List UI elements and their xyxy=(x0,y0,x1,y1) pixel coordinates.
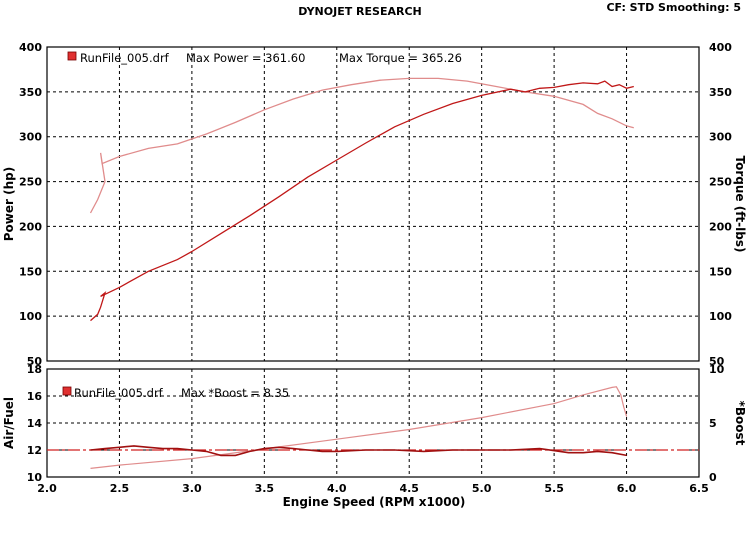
boost-tick-label: 10 xyxy=(709,363,725,376)
power-torque-plot-area xyxy=(46,46,700,362)
max-boost-label: Max *Boost = 8.35 xyxy=(181,386,289,400)
power-legend-file: RunFile_005.drf xyxy=(80,51,170,65)
boost-legend-swatch xyxy=(62,386,72,396)
torque-tick-label: 200 xyxy=(709,220,732,233)
airfuel-tick-label: 16 xyxy=(27,390,43,403)
torque-series-line xyxy=(89,77,634,214)
x-tick-label: 3.5 xyxy=(255,482,275,495)
power-tick-label: 150 xyxy=(19,265,42,278)
x-tick-label: 5.0 xyxy=(472,482,492,495)
x-tick-label: 2.0 xyxy=(37,482,57,495)
rpm-axis-title: Engine Speed (RPM x1000) xyxy=(283,495,466,509)
power-tick-label: 200 xyxy=(19,220,42,233)
airfuel-axis-ticks: 18 16 14 12 10 xyxy=(27,363,43,484)
boost-legend-file: RunFile_005.drf xyxy=(74,386,164,400)
airfuel-series-line xyxy=(90,445,627,457)
max-torque-label: Max Torque = 365.26 xyxy=(339,51,462,65)
torque-tick-label: 350 xyxy=(709,86,732,99)
x-tick-label: 2.5 xyxy=(110,482,130,495)
rpm-axis-ticks: 2.0 2.5 3.0 3.5 4.0 4.5 5.0 5.5 6.0 6.5 xyxy=(37,482,709,495)
power-tick-label: 250 xyxy=(19,176,42,189)
torque-tick-label: 250 xyxy=(709,176,732,189)
x-tick-label: 4.0 xyxy=(327,482,347,495)
torque-tick-label: 300 xyxy=(709,131,732,144)
power-tick-label: 350 xyxy=(19,86,42,99)
airfuel-axis-title: Air/Fuel xyxy=(2,397,16,449)
chart-title: DYNOJET RESEARCH xyxy=(298,5,421,18)
torque-axis-ticks: 400 350 300 250 200 150 100 50 xyxy=(709,41,732,368)
torque-tick-label: 400 xyxy=(709,41,732,54)
power-series-line xyxy=(90,80,634,322)
power-torque-panel: 400 350 300 250 200 150 100 50 400 350 300 250 200 1… xyxy=(2,41,747,368)
boost-axis-title: *Boost xyxy=(733,401,747,446)
airfuel-tick-label: 18 xyxy=(27,363,42,376)
power-tick-label: 100 xyxy=(19,310,42,323)
airfuel-tick-label: 14 xyxy=(27,417,43,430)
torque-tick-label: 50 xyxy=(709,355,725,368)
torque-axis-title: Torque (ft-lbs) xyxy=(733,156,747,253)
airfuel-boost-panel: 18 16 14 12 10 10 5 0 2.0 2.5 3.0 3.5 4.0 4.5 5.0 5.5… xyxy=(2,363,747,509)
airfuel-tick-label: 10 xyxy=(27,471,43,484)
x-tick-label: 5.5 xyxy=(544,482,564,495)
cf-smoothing-label: CF: STD Smoothing: 5 xyxy=(606,1,741,14)
x-tick-label: 6.5 xyxy=(689,482,709,495)
power-axis-title: Power (hp) xyxy=(2,167,16,241)
boost-tick-label: 0 xyxy=(709,471,717,484)
x-tick-label: 4.5 xyxy=(399,482,419,495)
power-axis-ticks: 400 350 300 250 200 150 100 50 xyxy=(19,41,42,368)
power-legend-swatch xyxy=(67,51,77,61)
airfuel-tick-label: 12 xyxy=(27,444,42,457)
max-power-label: Max Power = 361.60 xyxy=(186,51,305,65)
power-tick-label: 300 xyxy=(19,131,42,144)
power-torque-grid xyxy=(47,47,699,361)
x-tick-label: 6.0 xyxy=(617,482,637,495)
boost-axis-ticks: 10 5 0 xyxy=(709,363,725,484)
torque-tick-label: 100 xyxy=(709,310,732,323)
power-tick-label: 400 xyxy=(19,41,42,54)
power-tick-label: 50 xyxy=(27,355,43,368)
torque-tick-label: 150 xyxy=(709,265,732,278)
boost-tick-label: 5 xyxy=(709,417,717,430)
boost-series-line xyxy=(90,386,628,469)
x-tick-label: 3.0 xyxy=(182,482,202,495)
